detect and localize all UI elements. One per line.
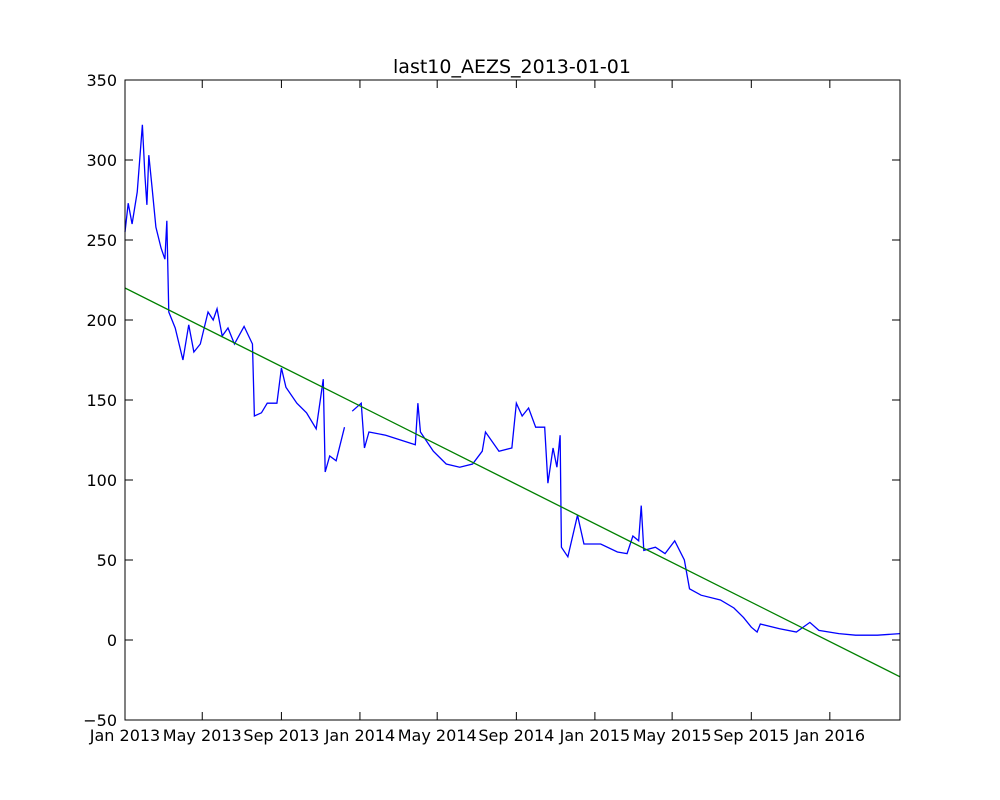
y-tick-label: 250 <box>86 231 117 250</box>
y-tick-label: 350 <box>86 71 117 90</box>
y-tick-label: 50 <box>97 551 117 570</box>
series-line <box>124 287 901 678</box>
x-tick-label: Sep 2015 <box>713 726 789 745</box>
plot-frame <box>124 79 901 721</box>
y-tick-label: 100 <box>86 471 117 490</box>
y-tick-label: 150 <box>86 391 117 410</box>
x-tick-label: May 2015 <box>633 726 712 745</box>
y-tick-label: 0 <box>107 631 117 650</box>
y-tick-label: −50 <box>83 711 117 730</box>
y-tick-label: 300 <box>86 151 117 170</box>
x-tick-label: Jan 2016 <box>794 726 865 745</box>
x-tick-label: Jan 2013 <box>89 726 160 745</box>
x-tick-label: Sep 2014 <box>478 726 554 745</box>
chart-title: last10_AEZS_2013-01-01 <box>393 56 631 78</box>
x-tick-label: May 2014 <box>398 726 477 745</box>
x-tick-label: Jan 2015 <box>559 726 630 745</box>
x-tick-label: Jan 2014 <box>324 726 395 745</box>
x-tick-label: May 2013 <box>163 726 242 745</box>
x-tick-label: Sep 2013 <box>243 726 319 745</box>
y-tick-label: 200 <box>86 311 117 330</box>
